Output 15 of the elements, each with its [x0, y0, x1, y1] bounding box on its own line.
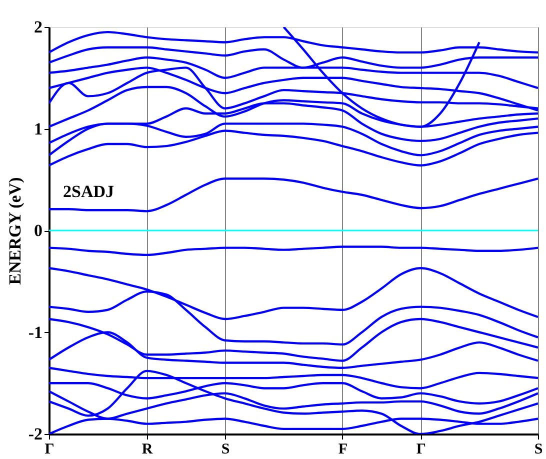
x-tick-label: R — [142, 442, 153, 458]
y-axis-title: ENERGY (eV) — [5, 177, 24, 285]
annotation: 2SADJ — [63, 182, 115, 201]
y-tick-label: -2 — [28, 424, 42, 444]
x-tick-label: F — [338, 442, 348, 458]
y-tick-label: 2 — [34, 18, 42, 36]
y-tick-label: 0 — [34, 221, 42, 240]
y-tick-label: -1 — [28, 322, 42, 342]
y-tick-label: 1 — [34, 119, 42, 138]
x-tick-label: S — [534, 442, 543, 458]
x-tick-label: Γ — [44, 442, 54, 458]
line-series — [49, 246, 538, 256]
x-tick-label: Γ — [416, 442, 426, 458]
x-tick-label: S — [221, 442, 230, 458]
line-series — [49, 178, 538, 212]
